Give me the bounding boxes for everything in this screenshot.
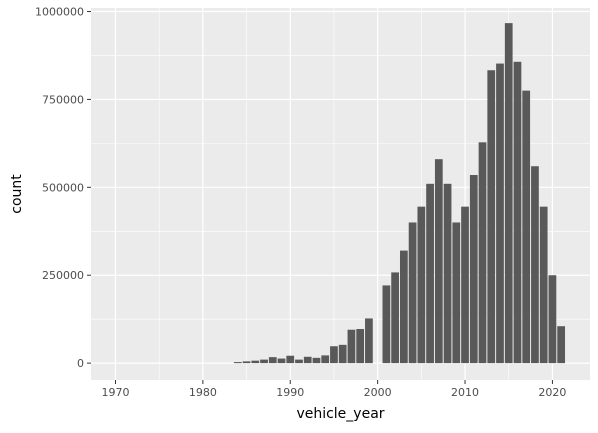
histogram-bar bbox=[417, 206, 426, 364]
y-tick-label: 750000 bbox=[42, 93, 84, 106]
histogram-bar bbox=[408, 222, 417, 364]
histogram-bar bbox=[286, 355, 295, 364]
histogram-bar bbox=[496, 63, 504, 364]
histogram-bar bbox=[312, 357, 321, 364]
histogram-bar bbox=[531, 166, 539, 364]
x-tick-label: 1980 bbox=[189, 386, 217, 399]
histogram-bar bbox=[260, 359, 268, 364]
histogram-bar bbox=[426, 183, 434, 364]
histogram-bar bbox=[303, 356, 312, 364]
histogram-bar bbox=[399, 250, 408, 364]
x-tick-label: 1970 bbox=[101, 386, 129, 399]
y-tick-label: 500000 bbox=[42, 181, 84, 194]
histogram-bar bbox=[233, 362, 242, 364]
x-tick-label: 2020 bbox=[538, 386, 566, 399]
x-tick-label: 2010 bbox=[451, 386, 479, 399]
histogram-bar bbox=[268, 357, 277, 364]
histogram-bar bbox=[487, 70, 496, 364]
histogram-bar bbox=[557, 326, 566, 364]
histogram-bar bbox=[548, 275, 557, 364]
histogram-bar bbox=[365, 318, 373, 364]
histogram-bar bbox=[443, 183, 452, 364]
bars bbox=[233, 23, 566, 364]
histogram-bar bbox=[295, 359, 303, 364]
histogram-bar bbox=[356, 329, 365, 364]
histogram-bar bbox=[321, 355, 330, 364]
histogram-bar bbox=[347, 329, 356, 364]
x-tick-label: 1990 bbox=[276, 386, 304, 399]
histogram-bar bbox=[539, 206, 548, 364]
histogram-bar bbox=[242, 361, 251, 364]
histogram-bar bbox=[452, 222, 461, 364]
histogram-bar bbox=[330, 346, 338, 364]
y-tick-label: 250000 bbox=[42, 269, 84, 282]
x-axis-ticks: 1970 1980 1990 2000 2010 2020 bbox=[101, 380, 566, 399]
histogram-bar bbox=[469, 175, 478, 364]
histogram-bar bbox=[478, 142, 487, 364]
y-axis-ticks: 0 250000 500000 750000 1000000 bbox=[35, 6, 91, 370]
histogram-bar bbox=[461, 206, 469, 364]
histogram-bar bbox=[382, 285, 391, 364]
histogram-bar bbox=[513, 61, 522, 364]
histogram-bar bbox=[277, 358, 286, 364]
x-axis-title: vehicle_year bbox=[296, 406, 384, 422]
histogram-bar bbox=[504, 23, 513, 364]
histogram-bar bbox=[391, 272, 399, 364]
histogram-bar bbox=[338, 344, 347, 364]
histogram-bar bbox=[251, 360, 260, 364]
histogram-bar bbox=[522, 90, 531, 364]
histogram-bar bbox=[434, 159, 443, 364]
x-tick-label: 2000 bbox=[364, 386, 392, 399]
y-tick-label: 0 bbox=[77, 357, 84, 370]
y-axis-title: count bbox=[9, 174, 25, 214]
y-tick-label: 1000000 bbox=[35, 6, 84, 19]
